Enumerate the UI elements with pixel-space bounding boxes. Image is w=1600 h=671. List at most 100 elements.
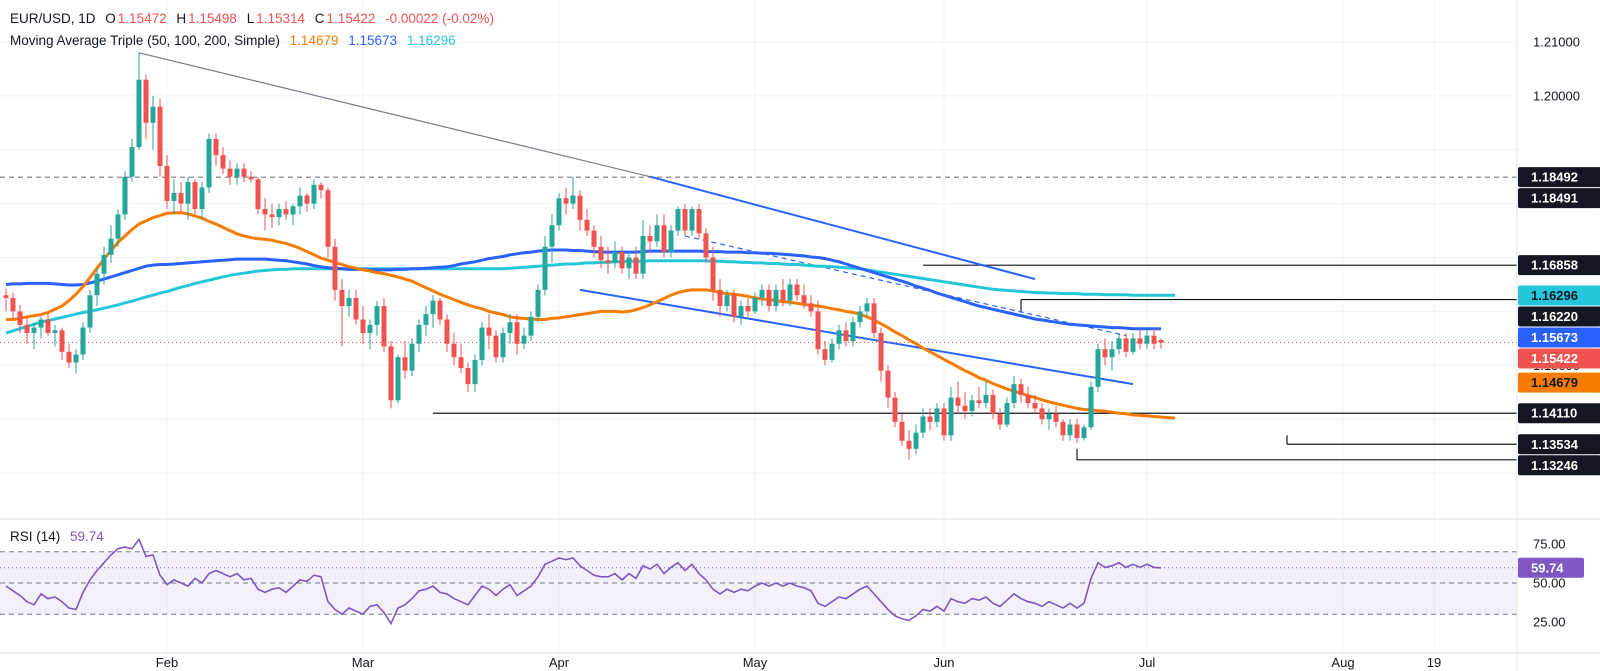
sma-200-line	[5, 259, 1175, 335]
candle-body	[584, 219, 590, 231]
price-tag: 1.18491	[1518, 188, 1600, 209]
price-tick: 1.20000	[1533, 88, 1580, 103]
candle-body	[822, 349, 828, 360]
price-tag-bg	[1518, 455, 1600, 476]
candle-body	[577, 195, 583, 220]
candle-body	[122, 176, 128, 215]
candle-body	[346, 297, 352, 307]
candle	[3, 288, 9, 312]
candle	[479, 322, 485, 366]
candle	[1032, 394, 1038, 414]
candle	[206, 133, 212, 193]
symbol-label[interactable]: EUR/USD, 1D	[10, 11, 96, 26]
candle	[738, 300, 744, 325]
candle-body	[157, 106, 163, 166]
candle-body	[913, 432, 919, 449]
candle-body	[927, 416, 933, 422]
candle	[318, 182, 324, 199]
candle-body	[465, 367, 471, 385]
candle	[472, 354, 478, 393]
candle	[220, 147, 226, 175]
candle	[297, 187, 303, 215]
candle	[122, 171, 128, 220]
candle	[752, 292, 758, 315]
candle-body	[269, 214, 275, 218]
low-label: L	[246, 11, 255, 26]
candle	[1116, 332, 1122, 355]
candle-body	[1151, 335, 1157, 344]
candle-body	[1109, 349, 1115, 358]
candle	[1046, 408, 1052, 430]
candle-body	[311, 184, 317, 204]
candle	[234, 163, 240, 185]
price-tag-label: 1.16858	[1531, 258, 1578, 273]
candle	[591, 225, 597, 258]
price-tag-label: 1.16220	[1531, 309, 1578, 324]
candle	[507, 314, 513, 344]
candle	[1144, 330, 1150, 350]
candle-body	[528, 316, 534, 336]
candle-body	[437, 300, 443, 320]
candle	[780, 279, 786, 307]
candle	[192, 179, 198, 215]
candle-body	[612, 252, 618, 263]
change-value: -0.00022 (-0.02%)	[385, 11, 494, 26]
candle	[367, 319, 373, 350]
candle	[304, 192, 310, 212]
candle-body	[731, 295, 737, 317]
candle	[836, 324, 842, 350]
candle-body	[759, 289, 765, 298]
candle-body	[430, 300, 436, 315]
candle	[640, 219, 646, 280]
candle	[10, 292, 16, 320]
candle	[549, 214, 555, 263]
candle	[773, 284, 779, 312]
candle-body	[1137, 338, 1143, 344]
candle-body	[787, 284, 793, 301]
candle-body	[864, 303, 870, 312]
candle	[1109, 341, 1115, 371]
channel-lower-line	[579, 288, 1134, 386]
rsi-title[interactable]: RSI (14)	[10, 529, 61, 544]
ma50-value: 1.14679	[289, 33, 339, 48]
candle	[619, 246, 625, 274]
candle-body	[752, 297, 758, 312]
candle	[52, 324, 58, 347]
candle-body	[318, 184, 324, 191]
candle	[94, 268, 100, 307]
candle-body	[1018, 384, 1024, 395]
ma-legend: Moving Average Triple (50, 100, 200, Sim…	[10, 33, 458, 48]
candle	[115, 209, 121, 247]
candle-body	[997, 413, 1003, 425]
candle-body	[402, 357, 408, 371]
candle	[731, 289, 737, 323]
candle-body	[255, 179, 261, 210]
candle	[612, 241, 618, 269]
price-tag-label: 1.15673	[1531, 330, 1578, 345]
candle-body	[248, 176, 254, 180]
price-tag-bg	[1518, 403, 1600, 424]
candle	[409, 338, 415, 377]
candle-body	[689, 209, 695, 231]
time-tick: May	[743, 655, 768, 670]
candle-body	[59, 330, 65, 352]
candle-body	[983, 394, 989, 404]
close-value: 1.15422	[326, 11, 376, 26]
candle	[808, 295, 814, 317]
drawings	[0, 52, 1517, 461]
candle	[801, 284, 807, 309]
ma-title[interactable]: Moving Average Triple (50, 100, 200, Sim…	[10, 33, 280, 48]
candle	[766, 284, 772, 312]
candle	[689, 206, 695, 236]
candle-body	[17, 311, 23, 325]
time-tick: Feb	[156, 655, 178, 670]
candle	[983, 381, 989, 409]
candle-body	[598, 246, 604, 261]
price-tag-bg	[1518, 372, 1600, 393]
candle	[584, 209, 590, 236]
moving-averages	[5, 211, 1176, 420]
candle-body	[1074, 424, 1080, 439]
candle-body	[899, 421, 905, 441]
candle	[899, 413, 905, 447]
